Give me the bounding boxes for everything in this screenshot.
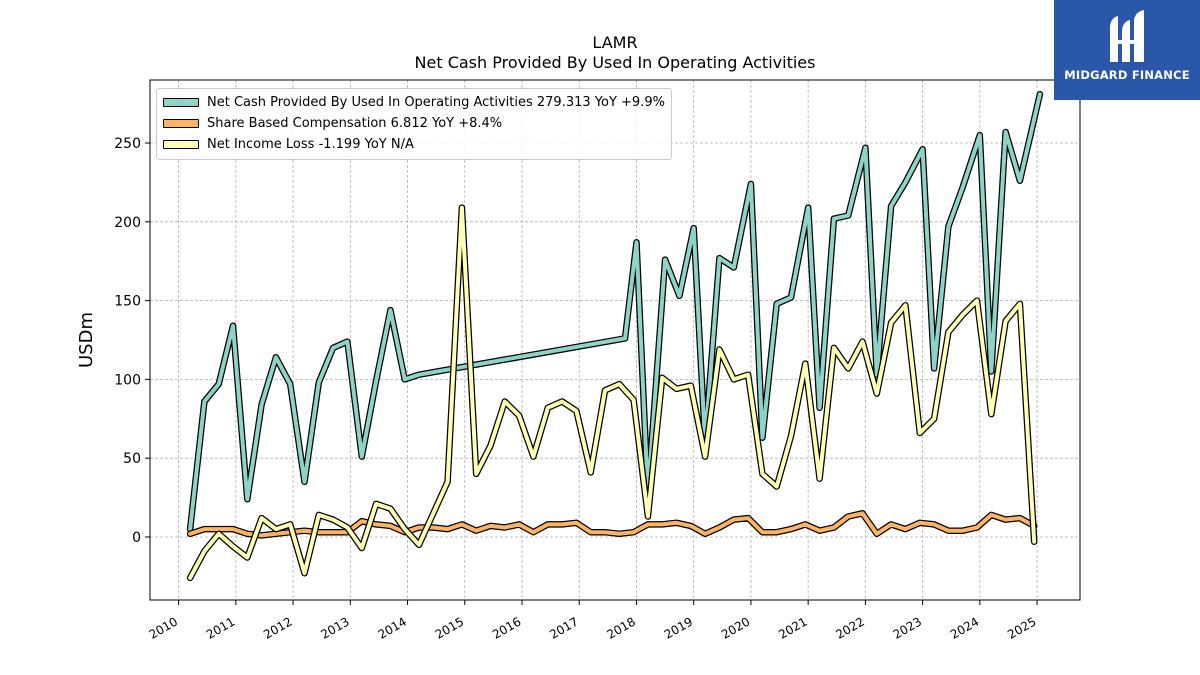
legend: Net Cash Provided By Used In Operating A…	[156, 88, 672, 160]
series-layer	[186, 90, 1044, 582]
x-tick-label: 2014	[376, 614, 409, 641]
axis-ticks: 0 50 100 150 200 250 2010 2011 2012 2013 2014 2015 2…	[114, 136, 1038, 642]
legend-swatch-net-cash	[163, 98, 199, 107]
legend-label-net-cash: Net Cash Provided By Used In Operating A…	[207, 95, 665, 110]
y-tick-label: 100	[114, 372, 141, 388]
logo-text: MIDGARD FINANCE	[1064, 68, 1190, 82]
legend-item-share-comp: Share Based Compensation 6.812 YoY +8.4%	[163, 113, 665, 134]
y-axis-label: USDm	[76, 312, 97, 368]
x-tick-label: 2010	[147, 614, 180, 641]
x-tick-label: 2017	[547, 614, 580, 641]
legend-swatch-net-income	[163, 140, 199, 149]
plot-frame	[149, 79, 1081, 601]
x-tick-label: 2021	[776, 614, 809, 641]
legend-swatch-share-comp	[163, 119, 199, 128]
legend-item-net-cash: Net Cash Provided By Used In Operating A…	[163, 92, 665, 113]
x-tick-label: 2022	[833, 614, 866, 641]
x-tick-label: 2020	[719, 614, 752, 641]
x-tick-label: 2024	[948, 614, 981, 641]
x-tick-label: 2023	[891, 614, 924, 641]
x-tick-label: 2012	[261, 614, 294, 641]
y-tick-label: 50	[123, 451, 141, 467]
chart-title: LAMR	[592, 33, 638, 52]
x-tick-label: 2016	[490, 614, 523, 641]
y-tick-label: 200	[114, 215, 141, 231]
series-line-1	[188, 511, 1037, 538]
brand-logo: MIDGARD FINANCE	[1054, 0, 1200, 100]
legend-label-net-income: Net Income Loss -1.199 YoY N/A	[207, 137, 414, 152]
series-line-2	[188, 205, 1037, 580]
x-tick-label: 2013	[318, 614, 351, 641]
x-tick-label: 2025	[1005, 614, 1038, 641]
x-tick-label: 2015	[433, 614, 466, 641]
chart-subtitle: Net Cash Provided By Used In Operating A…	[414, 53, 816, 72]
x-tick-label: 2018	[605, 614, 638, 641]
logo-mark-icon	[1110, 10, 1144, 62]
y-tick-label: 0	[132, 530, 141, 546]
legend-label-share-comp: Share Based Compensation 6.812 YoY +8.4%	[207, 116, 503, 131]
y-tick-label: 150	[114, 294, 141, 310]
x-tick-label: 2011	[204, 614, 237, 641]
x-tick-label: 2019	[662, 614, 695, 641]
y-tick-label: 250	[114, 136, 141, 152]
legend-item-net-income: Net Income Loss -1.199 YoY N/A	[163, 134, 665, 155]
